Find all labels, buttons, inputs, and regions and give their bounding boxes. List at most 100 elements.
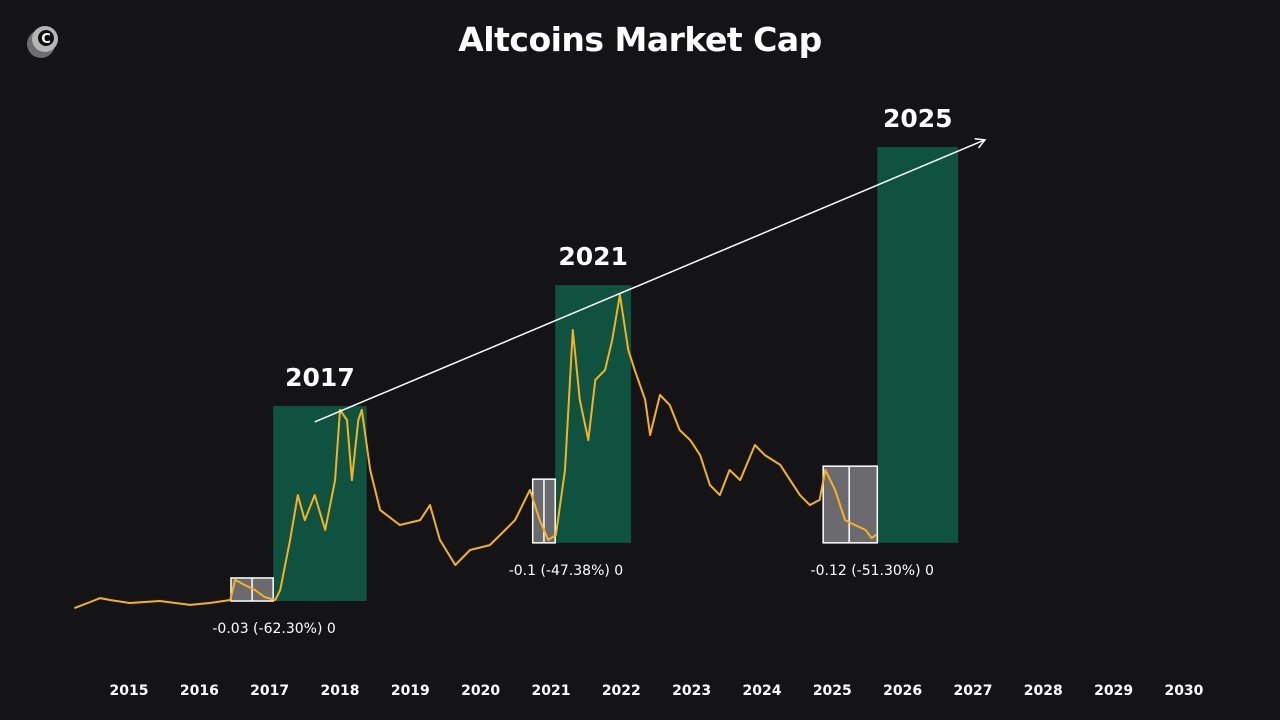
data-point xyxy=(289,539,291,541)
data-point xyxy=(611,339,613,341)
data-point xyxy=(209,602,211,604)
x-tick-label: 2029 xyxy=(1094,683,1133,699)
x-tick-label: 2023 xyxy=(672,683,711,699)
cycle-label-2021: 2021 xyxy=(558,242,628,271)
data-point xyxy=(571,329,574,331)
x-tick-label: 2026 xyxy=(883,683,922,699)
data-point xyxy=(678,429,681,431)
data-point xyxy=(538,519,541,521)
brand-logo: C xyxy=(24,22,64,62)
data-point xyxy=(454,564,457,566)
data-point xyxy=(279,589,282,591)
data-point xyxy=(754,444,756,446)
data-point xyxy=(296,494,299,496)
data-point xyxy=(439,539,441,541)
data-point xyxy=(824,469,827,471)
drawdown-box-2025 xyxy=(822,465,879,544)
data-point xyxy=(514,519,516,521)
data-point xyxy=(263,596,266,598)
data-point xyxy=(488,544,491,546)
data-point xyxy=(346,419,348,421)
data-point xyxy=(844,519,846,521)
data-point xyxy=(870,537,873,539)
data-point xyxy=(763,454,766,456)
data-point xyxy=(799,494,801,496)
data-point xyxy=(669,404,671,406)
data-point xyxy=(818,499,821,501)
data-point xyxy=(398,524,401,526)
data-point xyxy=(579,399,581,401)
x-tick-label: 2024 xyxy=(742,683,781,699)
data-point xyxy=(728,469,731,471)
data-point xyxy=(564,469,566,471)
trend-arrow xyxy=(314,137,987,423)
data-point xyxy=(718,494,721,496)
data-point xyxy=(128,602,131,604)
drawdown-annotation: -0.03 (-62.30%) 0 xyxy=(212,621,335,637)
x-tick-label: 2017 xyxy=(250,683,289,699)
data-point xyxy=(419,519,421,521)
data-point xyxy=(739,479,741,481)
x-tick-label: 2022 xyxy=(602,683,641,699)
data-point xyxy=(808,504,811,506)
data-point xyxy=(229,599,232,601)
data-point xyxy=(244,584,246,586)
data-point xyxy=(357,419,360,421)
data-point xyxy=(594,379,597,381)
cycle-label-2025: 2025 xyxy=(883,104,953,133)
data-point xyxy=(159,600,161,602)
x-tick-label: 2030 xyxy=(1164,683,1203,699)
drawdown-annotation: -0.12 (-51.30%) 0 xyxy=(811,563,934,579)
data-point xyxy=(854,524,856,526)
data-point xyxy=(834,489,836,491)
x-tick-label: 2027 xyxy=(953,683,992,699)
data-point xyxy=(644,399,647,401)
data-point xyxy=(369,469,372,471)
data-point xyxy=(709,484,711,486)
data-point xyxy=(254,589,256,591)
x-tick-label: 2020 xyxy=(461,683,500,699)
data-point xyxy=(555,534,557,536)
data-point xyxy=(334,479,336,481)
x-tick-label: 2025 xyxy=(813,683,852,699)
data-point xyxy=(649,434,651,436)
data-point xyxy=(74,607,76,609)
data-point xyxy=(529,489,531,491)
data-point xyxy=(379,509,381,511)
chart-title: Altcoins Market Cap xyxy=(458,20,822,59)
data-point xyxy=(234,579,236,581)
data-point xyxy=(99,597,101,599)
data-point xyxy=(360,409,363,411)
data-point xyxy=(633,369,636,371)
x-tick-label: 2018 xyxy=(321,683,360,699)
data-point xyxy=(504,529,507,531)
data-point xyxy=(689,439,692,441)
data-point xyxy=(313,494,316,496)
data-point xyxy=(779,464,782,466)
data-point xyxy=(627,349,630,351)
x-tick-label: 2028 xyxy=(1024,683,1063,699)
data-point xyxy=(304,519,306,521)
data-point xyxy=(789,479,791,481)
data-point xyxy=(189,604,191,606)
logo-letter: C xyxy=(41,32,51,47)
cycle-bar-2021 xyxy=(555,285,632,543)
data-point xyxy=(429,504,431,506)
data-point xyxy=(864,529,867,531)
data-point xyxy=(875,534,877,536)
data-point xyxy=(274,599,277,601)
data-point xyxy=(109,599,111,601)
data-point xyxy=(89,601,92,603)
data-point xyxy=(604,369,606,371)
data-point xyxy=(324,529,327,531)
x-tick-label: 2015 xyxy=(110,683,149,699)
data-point xyxy=(547,539,549,541)
drawdown-annotation: -0.1 (-47.38%) 0 xyxy=(509,563,623,579)
data-point xyxy=(351,479,353,481)
x-tick-label: 2016 xyxy=(180,683,219,699)
data-point xyxy=(469,549,471,551)
data-point xyxy=(659,394,661,396)
data-point xyxy=(619,294,621,296)
data-point xyxy=(699,454,701,456)
